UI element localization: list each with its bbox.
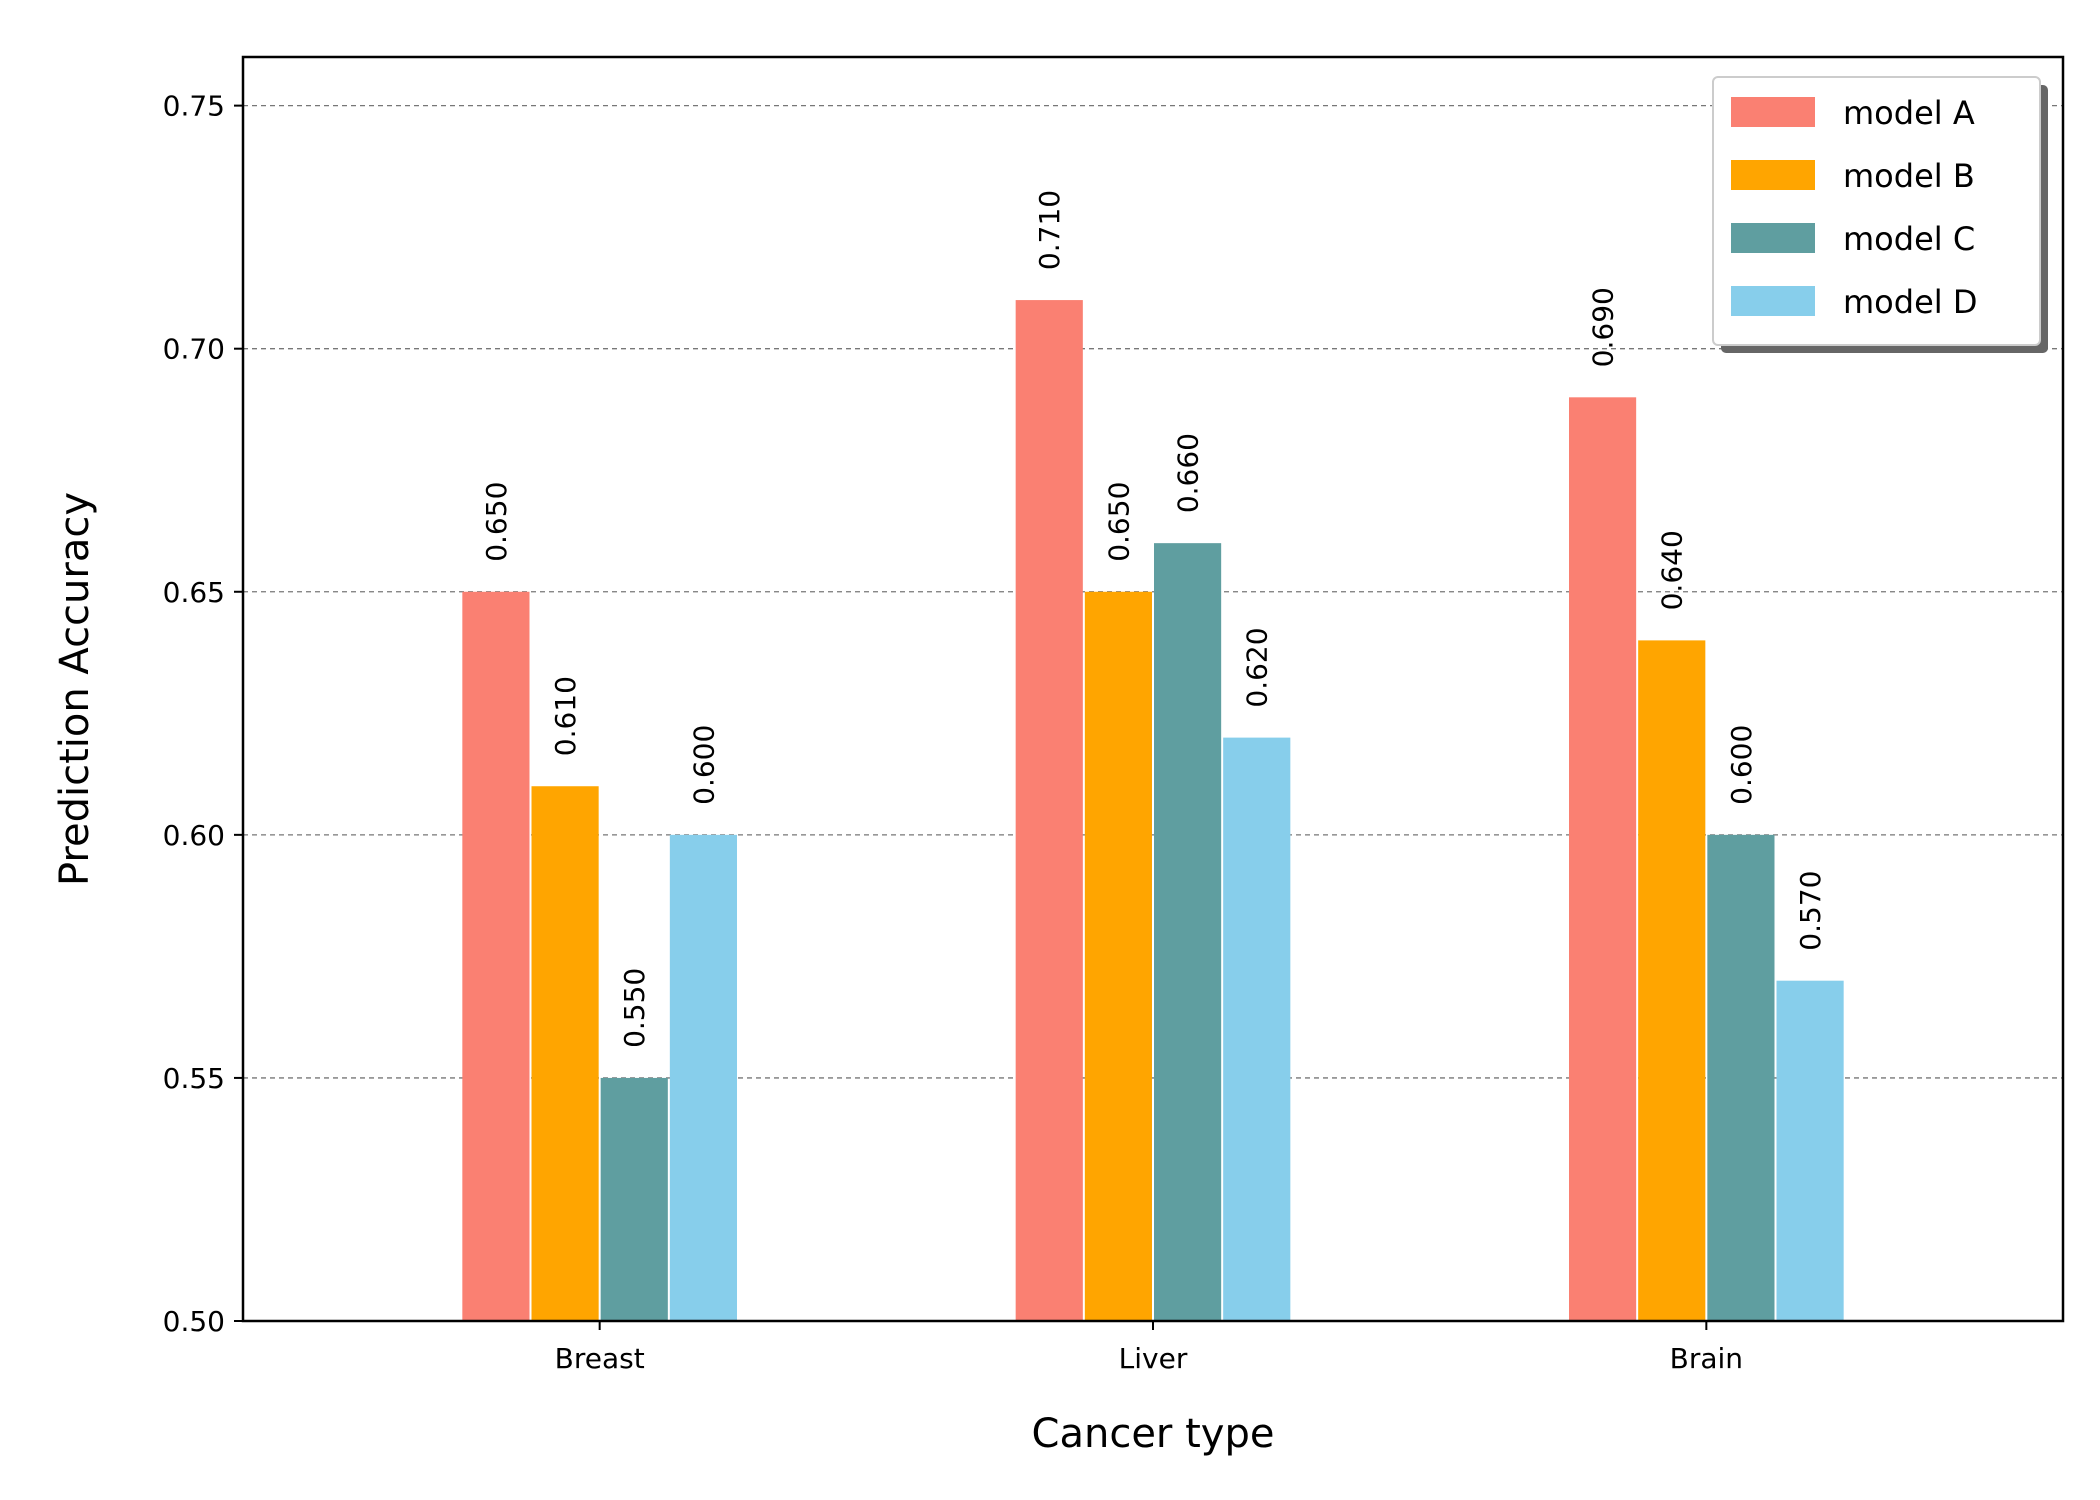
- y-axis: 0.50 0.55 0.60 0.65 0.70 0.75: [163, 90, 243, 1338]
- bar-value-label: 0.640: [1656, 530, 1689, 610]
- y-tick-label: 0.50: [163, 1305, 225, 1338]
- bar-value-label: 0.650: [1102, 482, 1135, 562]
- legend-label: model A: [1843, 94, 1975, 132]
- x-tick-label: Liver: [1119, 1342, 1188, 1375]
- bar-model-b: [1084, 591, 1152, 1321]
- y-tick-label: 0.65: [163, 576, 225, 609]
- y-axis-title: Prediction Accuracy: [52, 492, 98, 886]
- legend-swatch: [1731, 97, 1815, 127]
- x-tick-label: Brain: [1670, 1342, 1743, 1375]
- x-axis-title: Cancer type: [1032, 1411, 1275, 1457]
- x-tick-label: Breast: [555, 1342, 645, 1375]
- bar-model-a: [1015, 300, 1083, 1322]
- bar-value-label: 0.600: [1725, 725, 1758, 805]
- legend-swatch: [1731, 223, 1815, 253]
- legend-swatch: [1731, 286, 1815, 316]
- bar-model-d: [1776, 980, 1844, 1321]
- legend-swatch: [1731, 160, 1815, 190]
- legend-label: model D: [1843, 283, 1977, 321]
- bar-model-c: [600, 1077, 668, 1321]
- x-axis: Breast Liver Brain: [555, 1321, 1743, 1375]
- bar-value-label: 0.600: [687, 725, 720, 805]
- bar-model-b: [531, 786, 599, 1321]
- bar-model-d: [669, 834, 737, 1321]
- bar-value-label: 0.660: [1172, 433, 1205, 513]
- legend-label: model B: [1843, 157, 1975, 195]
- bars: [462, 300, 1844, 1322]
- bar-model-a: [462, 591, 530, 1321]
- bar-value-label: 0.550: [618, 968, 651, 1048]
- bar-value-label: 0.570: [1794, 871, 1827, 951]
- bar-model-c: [1154, 543, 1222, 1321]
- bar-value-label: 0.620: [1241, 627, 1274, 707]
- y-tick-label: 0.60: [163, 819, 225, 852]
- bar-value-label: 0.710: [1033, 190, 1066, 270]
- bar-model-c: [1707, 834, 1775, 1321]
- legend-label: model C: [1843, 220, 1975, 258]
- bar-model-a: [1569, 397, 1637, 1321]
- y-tick-label: 0.70: [163, 333, 225, 366]
- bar-value-label: 0.690: [1587, 287, 1620, 367]
- bar-model-b: [1638, 640, 1706, 1321]
- legend: model A model B model C model D: [1712, 76, 2048, 353]
- y-tick-label: 0.55: [163, 1062, 225, 1095]
- bar-model-d: [1223, 737, 1291, 1321]
- bar-value-labels: 0.650 0.610 0.550 0.600 0.710 0.650 0.660 0.620…: [480, 190, 1827, 1048]
- legend-box: [1712, 76, 2041, 346]
- y-tick-label: 0.75: [163, 90, 225, 123]
- bar-value-label: 0.610: [549, 676, 582, 756]
- bar-value-label: 0.650: [480, 482, 513, 562]
